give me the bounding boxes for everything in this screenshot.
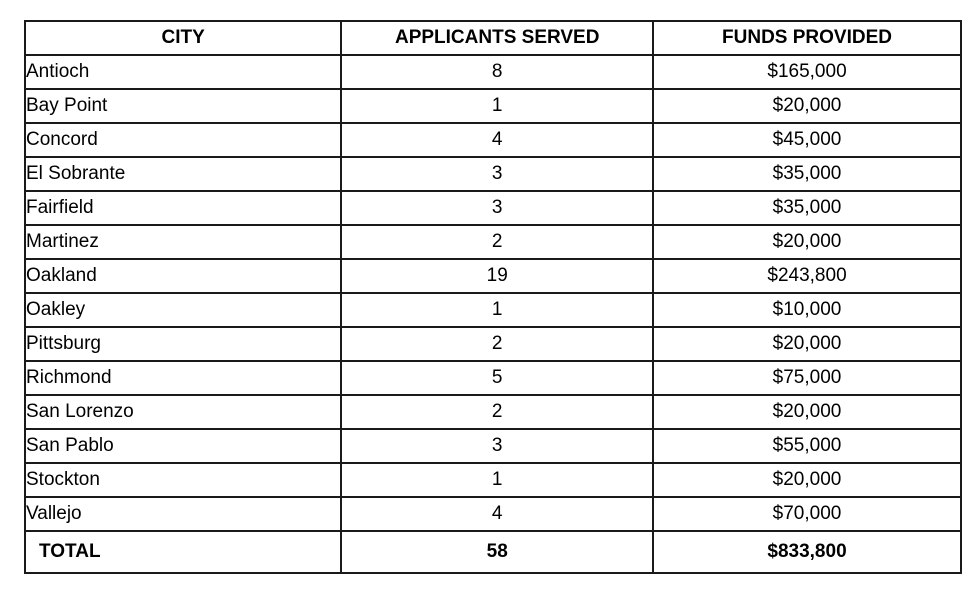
total-funds: $833,800	[652, 530, 962, 574]
header-city: CITY	[23, 20, 343, 56]
city-cell: Bay Point	[23, 88, 343, 124]
applicants-cell: 2	[340, 394, 655, 430]
table-row: Bay Point 1 $20,000	[23, 88, 962, 124]
funds-cell: $165,000	[652, 54, 962, 90]
header-row: CITY APPLICANTS SERVED FUNDS PROVIDED	[23, 20, 962, 56]
city-cell: Martinez	[23, 224, 343, 260]
applicants-cell: 3	[340, 156, 655, 192]
applicants-cell: 19	[340, 258, 655, 294]
header-funds-provided: FUNDS PROVIDED	[652, 20, 962, 56]
table-body: Antioch 8 $165,000 Bay Point 1 $20,000 Concord…	[23, 54, 962, 532]
table-row: Richmond 5 $75,000	[23, 360, 962, 396]
table-footer: TOTAL 58 $833,800	[23, 530, 962, 574]
funds-cell: $45,000	[652, 122, 962, 158]
applicants-cell: 1	[340, 292, 655, 328]
applicants-cell: 3	[340, 428, 655, 464]
city-cell: Oakley	[23, 292, 343, 328]
funds-cell: $35,000	[652, 156, 962, 192]
applicants-cell: 4	[340, 122, 655, 158]
total-row: TOTAL 58 $833,800	[23, 530, 962, 574]
applicants-cell: 2	[340, 224, 655, 260]
table-row: El Sobrante 3 $35,000	[23, 156, 962, 192]
city-cell: Oakland	[23, 258, 343, 294]
table-row: Martinez 2 $20,000	[23, 224, 962, 260]
table-row: Fairfield 3 $35,000	[23, 190, 962, 226]
funds-cell: $20,000	[652, 394, 962, 430]
table-row: San Lorenzo 2 $20,000	[23, 394, 962, 430]
applicants-cell: 1	[340, 88, 655, 124]
table-row: Stockton 1 $20,000	[23, 462, 962, 498]
table-row: Concord 4 $45,000	[23, 122, 962, 158]
city-cell: San Lorenzo	[23, 394, 343, 430]
city-cell: Pittsburg	[23, 326, 343, 362]
table-row: Antioch 8 $165,000	[23, 54, 962, 90]
city-cell: El Sobrante	[23, 156, 343, 192]
applicants-cell: 1	[340, 462, 655, 498]
table-row: Oakley 1 $10,000	[23, 292, 962, 328]
header-applicants-served: APPLICANTS SERVED	[340, 20, 655, 56]
funds-cell: $20,000	[652, 224, 962, 260]
city-cell: Antioch	[23, 54, 343, 90]
funds-cell: $20,000	[652, 326, 962, 362]
applicants-cell: 5	[340, 360, 655, 396]
table-row: Oakland 19 $243,800	[23, 258, 962, 294]
city-cell: Vallejo	[23, 496, 343, 532]
city-cell: Stockton	[23, 462, 343, 498]
applicants-cell: 8	[340, 54, 655, 90]
funds-cell: $55,000	[652, 428, 962, 464]
table-header: CITY APPLICANTS SERVED FUNDS PROVIDED	[23, 20, 962, 56]
total-label: TOTAL	[23, 530, 343, 574]
funds-cell: $20,000	[652, 462, 962, 498]
funds-cell: $35,000	[652, 190, 962, 226]
total-applicants: 58	[340, 530, 655, 574]
city-cell: Fairfield	[23, 190, 343, 226]
funds-cell: $10,000	[652, 292, 962, 328]
table-row: San Pablo 3 $55,000	[23, 428, 962, 464]
city-cell: Richmond	[23, 360, 343, 396]
funds-cell: $70,000	[652, 496, 962, 532]
funds-cell: $75,000	[652, 360, 962, 396]
city-funding-table: CITY APPLICANTS SERVED FUNDS PROVIDED An…	[23, 20, 962, 574]
city-cell: San Pablo	[23, 428, 343, 464]
funds-cell: $243,800	[652, 258, 962, 294]
applicants-cell: 4	[340, 496, 655, 532]
funds-cell: $20,000	[652, 88, 962, 124]
city-cell: Concord	[23, 122, 343, 158]
table-row: Pittsburg 2 $20,000	[23, 326, 962, 362]
table-row: Vallejo 4 $70,000	[23, 496, 962, 532]
applicants-cell: 3	[340, 190, 655, 226]
applicants-cell: 2	[340, 326, 655, 362]
